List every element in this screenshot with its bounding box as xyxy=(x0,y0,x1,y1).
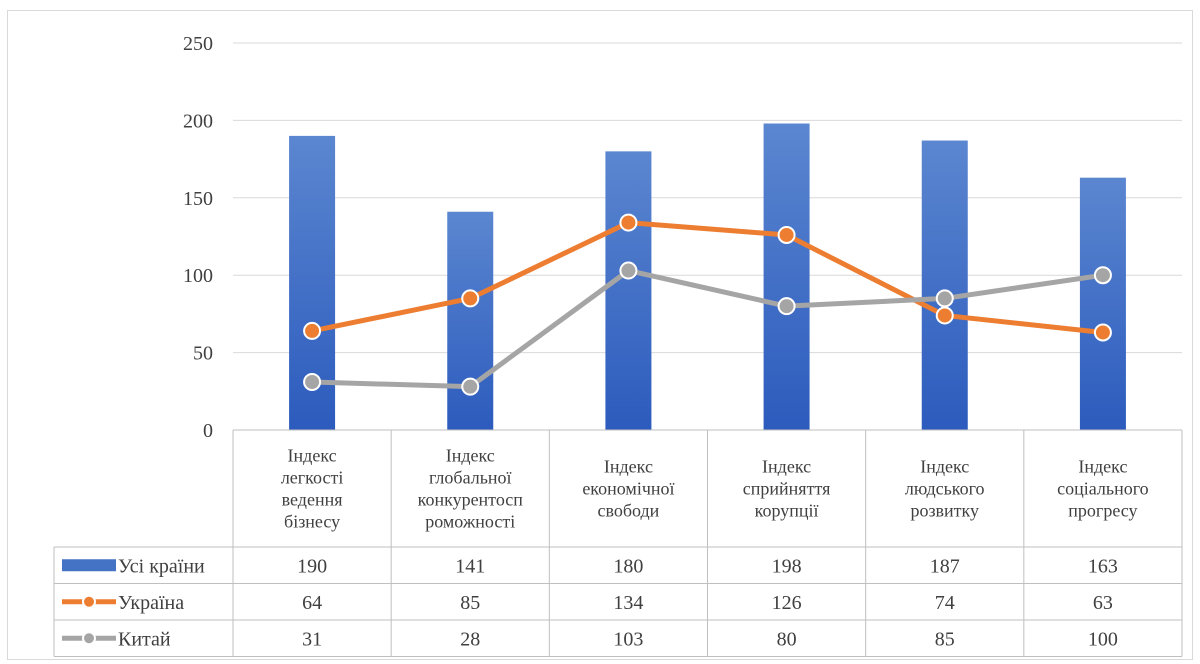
category-label: Індекс людського розвитку xyxy=(905,457,985,521)
table-cell: 80 xyxy=(777,628,797,650)
point-1-4 xyxy=(777,225,796,244)
data-table: Індекс легкості ведення бізнесу Індекс глобал… xyxy=(53,429,1183,657)
gridlines xyxy=(233,42,1182,354)
table-cell: 100 xyxy=(1088,628,1118,650)
y-tick-label: 150 xyxy=(183,188,213,210)
legend-key-bar xyxy=(62,559,116,572)
table-cell: 85 xyxy=(935,628,955,650)
series-name: Усі країни xyxy=(118,555,205,577)
category-label: Індекс глобальної конкурентосп роможності xyxy=(418,446,524,532)
table-cell: 74 xyxy=(935,592,955,614)
series-lines xyxy=(303,213,1112,396)
point-1-2 xyxy=(461,289,480,308)
point-2-5 xyxy=(935,289,954,308)
table-cell: 187 xyxy=(930,555,960,577)
point-1-1 xyxy=(303,321,322,340)
table-cell: 103 xyxy=(613,628,643,650)
chart-frame xyxy=(7,10,1193,660)
y-tick-label: 50 xyxy=(193,343,213,365)
bar-5 xyxy=(921,140,968,431)
table-cell: 63 xyxy=(1093,592,1113,614)
legend-key-marker xyxy=(82,631,96,646)
series-name: Україна xyxy=(118,592,184,614)
table-cell: 31 xyxy=(302,628,322,650)
bar-3 xyxy=(605,151,652,431)
y-tick-label: 200 xyxy=(183,110,213,132)
point-2-3 xyxy=(619,261,638,280)
bar-6 xyxy=(1079,177,1126,430)
point-1-6 xyxy=(1093,323,1112,342)
table-cell: 198 xyxy=(772,555,802,577)
category-label: Індекс легкості ведення бізнесу xyxy=(281,446,344,532)
bar-4 xyxy=(763,123,810,430)
table-cell: 190 xyxy=(297,555,327,577)
legend-key-marker xyxy=(82,594,96,609)
category-label: Індекс соціального прогресу xyxy=(1057,457,1149,521)
y-tick-label: 100 xyxy=(183,265,213,287)
table-cell: 163 xyxy=(1088,555,1118,577)
y-tick-label: 0 xyxy=(203,420,213,442)
point-2-4 xyxy=(777,297,796,316)
table-cell: 85 xyxy=(460,592,480,614)
point-1-3 xyxy=(619,213,638,232)
table-cell: 141 xyxy=(455,555,485,577)
point-2-1 xyxy=(303,373,322,392)
table-cell: 126 xyxy=(772,592,802,614)
y-tick-label: 250 xyxy=(183,33,213,55)
point-2-6 xyxy=(1093,266,1112,285)
table-cell: 180 xyxy=(613,555,643,577)
point-1-5 xyxy=(935,306,954,325)
series-name: Китай xyxy=(118,628,171,650)
table-cell: 28 xyxy=(460,628,480,650)
table-cell: 134 xyxy=(613,592,643,614)
category-label: Індекс сприйняття корупції xyxy=(743,457,831,521)
point-2-2 xyxy=(461,377,480,396)
table-cell: 64 xyxy=(302,592,322,614)
bar-2 xyxy=(447,211,494,430)
y-axis-ticks: 0 50 100 150 200 250 xyxy=(183,33,213,442)
series-line-1 xyxy=(309,220,1106,335)
category-label: Індекс економічної свободи xyxy=(582,457,674,521)
series-line-2 xyxy=(309,268,1106,390)
